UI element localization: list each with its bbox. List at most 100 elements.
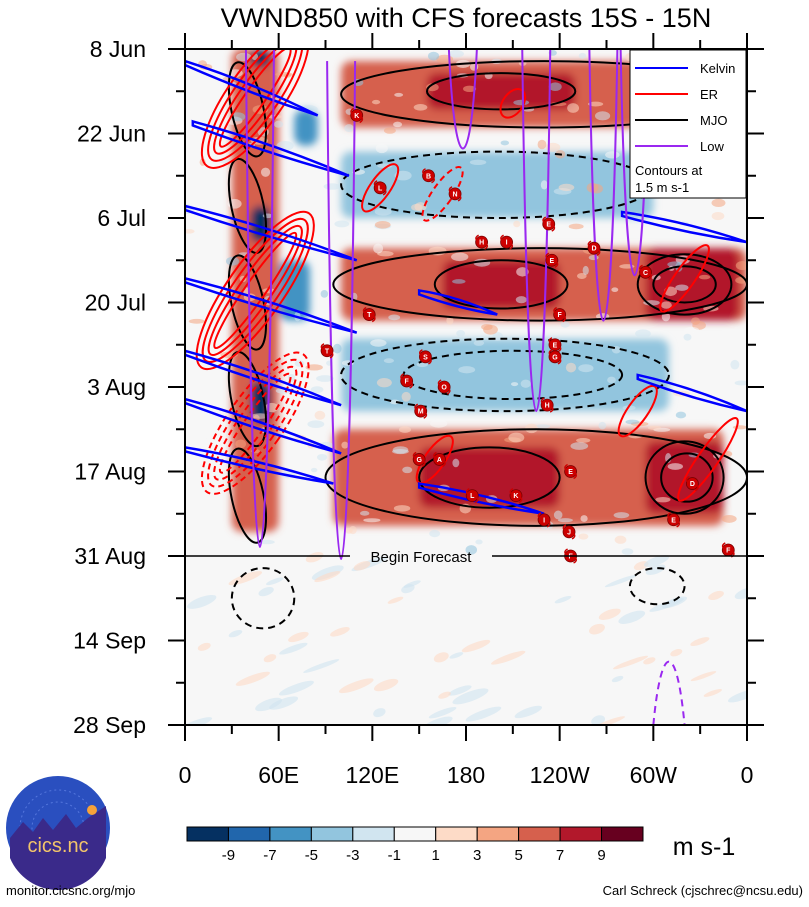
anomaly-speckle — [451, 252, 469, 262]
mjo-negative-contour — [628, 567, 686, 606]
forecast-speckle — [422, 716, 453, 725]
forecast-speckle — [403, 580, 421, 588]
storm-label: A — [437, 457, 442, 464]
forecast-speckle — [643, 554, 670, 567]
anomaly-speckle — [643, 300, 660, 306]
anomaly-speckle — [613, 512, 630, 519]
anomaly-speckle — [691, 317, 701, 325]
kelvin-contour — [191, 119, 350, 177]
anomaly-speckle — [580, 515, 588, 522]
anomaly-speckle — [210, 175, 224, 183]
storm-icon — [545, 253, 559, 267]
storm-label: O — [441, 385, 447, 392]
y-tick-label: 20 Jul — [85, 290, 146, 316]
storm-icon — [414, 404, 428, 418]
kelvin-contour — [185, 204, 358, 262]
anomaly-speckle — [377, 251, 394, 257]
colorbar-tick-label: -9 — [222, 847, 235, 864]
forecast-speckle — [266, 577, 284, 586]
storm-icon — [350, 108, 364, 122]
anomaly-region — [341, 151, 654, 218]
anomaly-speckle — [413, 104, 428, 111]
colorbar-swatch — [393, 826, 437, 842]
storm-label: J — [567, 529, 571, 536]
anomaly-speckle — [711, 211, 725, 221]
storm-spiral-arms — [437, 379, 451, 395]
anomaly-speckle — [605, 151, 620, 159]
storm-label: C — [643, 270, 648, 277]
anomaly-speckle — [463, 85, 477, 93]
legend-note-line1: Contours at — [635, 163, 703, 178]
mjo-positive-contour — [660, 452, 714, 503]
anomaly-speckle — [323, 183, 341, 190]
anomaly-speckle — [258, 539, 275, 545]
storm-marker: L — [373, 180, 387, 196]
storm-icon — [667, 513, 681, 527]
anomaly-speckle — [334, 220, 350, 228]
anomaly-speckle — [721, 514, 737, 523]
anomaly-speckle — [683, 326, 700, 334]
begin-forecast-label: Begin Forecast — [371, 549, 473, 566]
colorbar-swatch — [310, 826, 354, 842]
storm-spiral-arms — [465, 487, 479, 504]
storm-spiral-arms — [545, 252, 559, 268]
anomaly-speckle — [565, 362, 577, 373]
storm-spiral-arms — [373, 180, 387, 196]
legend-label-low: Low — [700, 139, 724, 154]
forecast-speckle — [373, 678, 399, 692]
storm-spiral-arms — [414, 403, 428, 419]
storm-icon — [548, 350, 562, 364]
mjo-positive-contour — [644, 440, 725, 515]
forecast-speckle — [278, 680, 314, 696]
anomaly-speckle — [560, 321, 570, 328]
storm-label: H — [545, 403, 550, 410]
anomaly-speckle — [236, 52, 252, 62]
anomaly-speckle — [188, 318, 205, 324]
anomaly-speckle — [570, 442, 589, 450]
storm-label: I — [506, 240, 508, 247]
forecast-speckle — [373, 708, 386, 718]
storm-icon — [400, 374, 414, 388]
low-frequency-contour — [326, 61, 357, 560]
anomaly-speckle — [730, 359, 740, 370]
storm-icon — [509, 489, 523, 503]
storm-marker: F — [721, 542, 735, 558]
y-tick-label: 3 Aug — [87, 374, 146, 400]
mjo-negative-contour — [230, 567, 296, 630]
anomaly-speckle — [360, 510, 370, 516]
colorbar-tick-label: -7 — [263, 847, 276, 864]
storm-label: B — [426, 173, 431, 180]
storm-icon — [465, 489, 479, 503]
storm-marker: K — [509, 487, 523, 504]
storm-spiral-arms — [548, 337, 562, 353]
storm-marker: E — [545, 252, 559, 268]
anomaly-speckle — [553, 510, 563, 520]
forecast-speckle — [643, 657, 656, 665]
storm-spiral-arms — [350, 107, 364, 124]
anomaly-speckle — [383, 358, 394, 364]
anomaly-speckle — [588, 255, 599, 261]
colorbar-swatch — [601, 826, 644, 842]
x-tick-label: 60W — [630, 762, 678, 788]
storm-label: F — [405, 378, 410, 385]
anomaly-speckle — [622, 405, 636, 411]
forecast-speckle — [612, 655, 649, 670]
footer-source-link[interactable]: monitor.cicsnc.org/mjo — [6, 883, 136, 898]
anomaly-speckle — [537, 139, 547, 150]
storm-label: G — [552, 354, 558, 361]
kelvin-contour — [185, 59, 319, 117]
anomaly-speckle — [582, 265, 589, 275]
storm-label: D — [690, 481, 695, 488]
storm-spiral-arms — [500, 234, 513, 250]
storm-icon — [500, 235, 513, 249]
storm-label: E — [568, 469, 573, 476]
anomaly-region — [294, 109, 318, 146]
anomaly-speckle — [576, 272, 587, 280]
anomaly-speckle — [535, 424, 551, 429]
forecast-speckle — [618, 610, 646, 624]
anomaly-speckle — [374, 220, 391, 229]
storm-icon — [639, 265, 652, 279]
anomaly-speckle — [374, 207, 392, 216]
storm-icon — [320, 344, 334, 358]
forecast-speckle — [387, 596, 404, 604]
